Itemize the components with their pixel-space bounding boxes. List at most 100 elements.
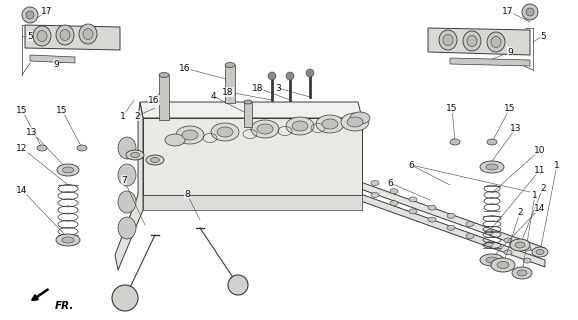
Ellipse shape — [165, 134, 185, 146]
Ellipse shape — [485, 242, 493, 247]
Ellipse shape — [79, 24, 97, 44]
Ellipse shape — [37, 30, 47, 42]
Polygon shape — [25, 25, 120, 50]
Circle shape — [522, 4, 538, 20]
Ellipse shape — [504, 250, 512, 255]
Ellipse shape — [450, 139, 460, 145]
Ellipse shape — [532, 247, 548, 257]
Circle shape — [228, 275, 248, 295]
Text: 14: 14 — [16, 186, 28, 195]
Ellipse shape — [251, 120, 279, 138]
Ellipse shape — [217, 127, 233, 137]
Text: 18: 18 — [252, 84, 264, 92]
Polygon shape — [30, 55, 75, 63]
Ellipse shape — [316, 115, 344, 133]
Ellipse shape — [486, 164, 498, 170]
Ellipse shape — [118, 191, 136, 213]
Ellipse shape — [371, 180, 379, 186]
Ellipse shape — [37, 145, 47, 151]
Text: 17: 17 — [502, 6, 514, 15]
Ellipse shape — [485, 230, 493, 235]
Ellipse shape — [523, 258, 531, 263]
Ellipse shape — [515, 242, 525, 248]
Circle shape — [526, 8, 534, 16]
Text: 11: 11 — [534, 165, 546, 174]
Ellipse shape — [292, 121, 308, 131]
Text: 1: 1 — [532, 190, 538, 199]
Polygon shape — [428, 28, 530, 55]
Text: 15: 15 — [16, 106, 28, 115]
Ellipse shape — [536, 250, 544, 254]
Ellipse shape — [428, 217, 436, 222]
Ellipse shape — [390, 189, 398, 194]
Ellipse shape — [126, 150, 144, 160]
Circle shape — [26, 11, 34, 19]
Text: 6: 6 — [387, 179, 393, 188]
Circle shape — [268, 72, 276, 80]
Ellipse shape — [341, 113, 369, 131]
Ellipse shape — [286, 117, 314, 135]
Text: 8: 8 — [184, 189, 190, 198]
Ellipse shape — [371, 193, 379, 197]
Ellipse shape — [159, 73, 169, 77]
Ellipse shape — [447, 213, 455, 218]
Ellipse shape — [463, 31, 481, 51]
Text: 3: 3 — [275, 84, 281, 92]
Ellipse shape — [409, 197, 417, 202]
Ellipse shape — [257, 124, 273, 134]
Ellipse shape — [211, 123, 239, 141]
Circle shape — [112, 285, 138, 311]
Ellipse shape — [225, 62, 235, 68]
Ellipse shape — [447, 225, 455, 230]
Polygon shape — [115, 102, 143, 270]
Text: 14: 14 — [534, 204, 546, 212]
Ellipse shape — [244, 100, 252, 104]
Ellipse shape — [487, 139, 497, 145]
Text: 15: 15 — [504, 103, 516, 113]
Ellipse shape — [443, 35, 453, 45]
Ellipse shape — [350, 112, 370, 124]
Text: 15: 15 — [56, 106, 68, 115]
Circle shape — [306, 69, 314, 77]
Ellipse shape — [60, 29, 70, 41]
Text: 4: 4 — [210, 92, 216, 100]
Polygon shape — [355, 192, 545, 267]
Circle shape — [22, 7, 38, 23]
Ellipse shape — [467, 36, 477, 46]
Ellipse shape — [118, 164, 136, 186]
Polygon shape — [143, 118, 362, 195]
Ellipse shape — [409, 209, 417, 214]
Ellipse shape — [57, 164, 79, 176]
Ellipse shape — [439, 30, 457, 50]
Text: 1: 1 — [120, 111, 126, 121]
Ellipse shape — [512, 267, 532, 279]
Ellipse shape — [347, 117, 363, 127]
Text: 16: 16 — [148, 95, 160, 105]
Ellipse shape — [466, 221, 474, 227]
Text: 1: 1 — [554, 161, 560, 170]
Text: 9: 9 — [507, 47, 513, 57]
Ellipse shape — [150, 157, 160, 163]
Text: 15: 15 — [446, 103, 458, 113]
Text: 2: 2 — [134, 111, 140, 121]
Ellipse shape — [118, 217, 136, 239]
Ellipse shape — [487, 32, 505, 52]
Text: 5: 5 — [540, 31, 546, 41]
Polygon shape — [143, 195, 362, 210]
Text: 7: 7 — [121, 175, 127, 185]
Polygon shape — [140, 102, 362, 118]
Ellipse shape — [491, 258, 515, 272]
Text: 9: 9 — [53, 60, 59, 68]
Ellipse shape — [131, 153, 139, 157]
Text: 2: 2 — [517, 207, 523, 217]
Text: 12: 12 — [16, 143, 28, 153]
Ellipse shape — [390, 201, 398, 206]
Ellipse shape — [322, 119, 338, 129]
Ellipse shape — [517, 270, 527, 276]
Polygon shape — [225, 65, 235, 103]
Ellipse shape — [77, 145, 87, 151]
Ellipse shape — [182, 130, 198, 140]
Text: 13: 13 — [510, 124, 522, 132]
Ellipse shape — [62, 237, 74, 243]
Ellipse shape — [56, 25, 74, 45]
